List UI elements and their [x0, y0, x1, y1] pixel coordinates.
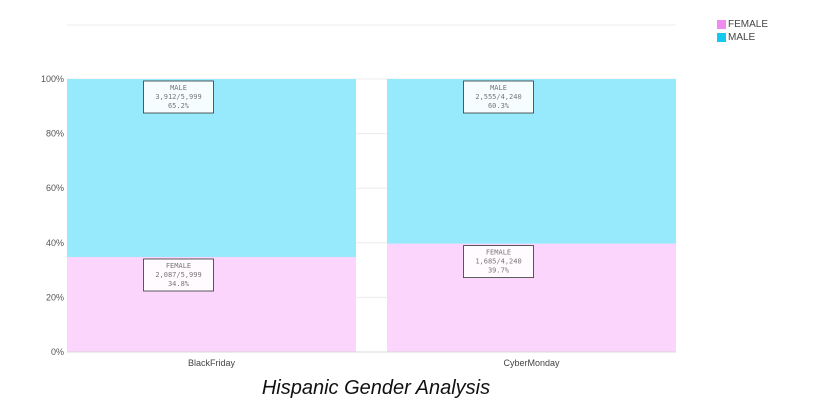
data-label: 2,555/4,240 — [475, 93, 521, 101]
data-label: MALE — [490, 84, 507, 92]
y-tick-label: 60% — [46, 183, 64, 193]
data-label: FEMALE — [166, 262, 191, 270]
data-label: 65.2% — [168, 102, 190, 110]
legend: FEMALE MALE — [717, 18, 768, 44]
data-label: 34.8% — [168, 280, 190, 288]
data-label: 3,912/5,999 — [155, 93, 201, 101]
legend-swatch-male — [717, 33, 726, 42]
y-tick-label: 20% — [46, 292, 64, 302]
y-tick-label: 100% — [41, 74, 64, 84]
x-tick-label: BlackFriday — [188, 358, 236, 368]
legend-label-male: MALE — [728, 32, 756, 43]
y-tick-label: 0% — [51, 347, 64, 357]
data-label-box — [143, 80, 214, 114]
legend-item-male[interactable]: MALE — [717, 31, 768, 44]
data-label: 1,685/4,240 — [475, 258, 521, 266]
x-tick-label: CyberMonday — [503, 358, 560, 368]
data-label: FEMALE — [486, 249, 511, 257]
legend-swatch-female — [717, 20, 726, 29]
chart-caption: Hispanic Gender Analysis — [261, 377, 491, 399]
data-label: 39.7% — [488, 267, 510, 275]
data-label: 2,087/5,999 — [155, 271, 201, 279]
y-tick-label: 80% — [46, 129, 64, 139]
data-label-box — [463, 80, 534, 114]
data-label: 60.3% — [488, 102, 510, 110]
legend-label-female: FEMALE — [728, 19, 769, 30]
y-tick-label: 40% — [46, 238, 64, 248]
data-label: MALE — [170, 84, 187, 92]
data-label-box — [463, 245, 534, 279]
legend-item-female[interactable]: FEMALE — [717, 18, 768, 31]
data-label-box — [143, 258, 214, 292]
